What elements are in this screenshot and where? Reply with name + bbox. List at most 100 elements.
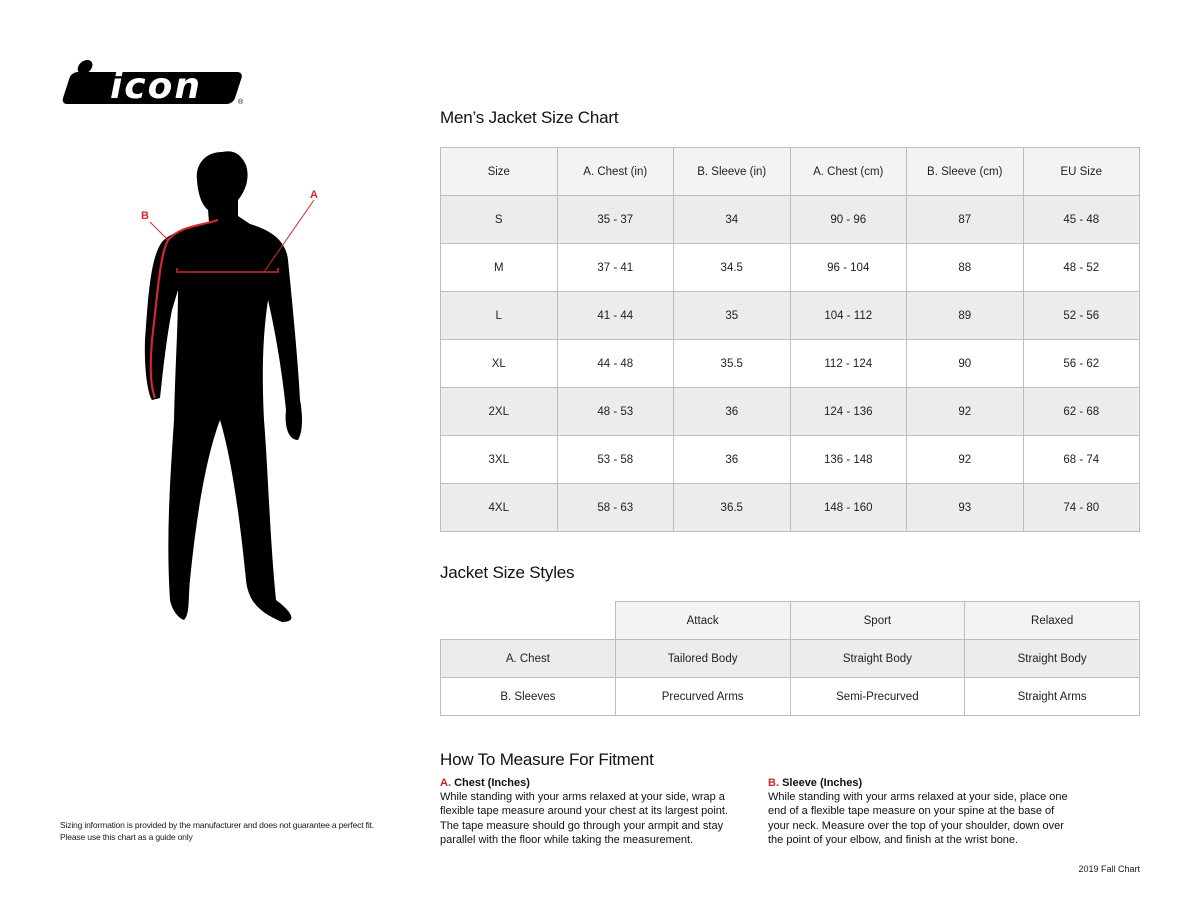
disclaimer-line: Please use this chart as a guide only: [60, 832, 193, 842]
chest-letter: A.: [440, 777, 451, 789]
size-chart-title: Men’s Jacket Size Chart: [440, 108, 619, 127]
table-cell: 89: [906, 291, 1024, 340]
table-cell: 52 - 56: [1022, 291, 1140, 340]
chest-line: flexible tape measure around your chest …: [440, 805, 728, 818]
table-cell: 44 - 48: [556, 339, 674, 388]
icon-logo: icon ®: [62, 60, 244, 107]
table-header-row: Size A. Chest (in) B. Sleeve (in) A. Che…: [440, 147, 1140, 196]
table-row: L 41 - 44 35 104 - 112 89 52 - 56: [440, 291, 1140, 340]
table-cell: Straight Arms: [964, 677, 1140, 716]
table-cell: 136 - 148: [789, 435, 907, 484]
table-cell: 124 - 136: [789, 387, 907, 436]
table-cell: Straight Body: [964, 639, 1140, 678]
sleeve-instructions: B. Sleeve (Inches) While standing with y…: [768, 776, 1098, 847]
size-cell: L: [440, 291, 558, 340]
size-cell: 4XL: [440, 483, 558, 532]
label-a: A: [310, 189, 318, 201]
table-cell: Tailored Body: [614, 639, 791, 678]
body-silhouette-figure: A B: [141, 151, 318, 622]
sleeve-letter: B.: [768, 777, 779, 789]
table-cell: 34: [673, 195, 791, 244]
table-cell: 41 - 44: [556, 291, 674, 340]
table-cell: 48 - 52: [1022, 243, 1140, 292]
table-row: 3XL 53 - 58 36 136 - 148 92 68 - 74: [440, 435, 1140, 484]
table-cell: Precurved Arms: [614, 677, 791, 716]
table-cell: 112 - 124: [789, 339, 907, 388]
header-cell-empty: [440, 601, 616, 640]
header-cell: Sport: [789, 601, 966, 640]
table-cell: 58 - 63: [556, 483, 674, 532]
sleeve-line: the point of your elbow, and finish at t…: [768, 833, 1019, 846]
table-cell: 92: [906, 435, 1024, 484]
table-cell: 90: [906, 339, 1024, 388]
table-cell: 92: [906, 387, 1024, 436]
size-chart-table: Size A. Chest (in) B. Sleeve (in) A. Che…: [440, 147, 1140, 532]
table-cell: 93: [906, 483, 1024, 532]
table-header-row: Attack Sport Relaxed: [440, 601, 1140, 640]
styles-title: Jacket Size Styles: [440, 563, 575, 582]
header-cell: A. Chest (in): [556, 147, 674, 196]
disclaimer: Sizing information is provided by the ma…: [60, 819, 374, 843]
table-cell: 148 - 160: [789, 483, 907, 532]
table-row: A. Chest Tailored Body Straight Body Str…: [440, 639, 1140, 678]
header-cell: Attack: [614, 601, 791, 640]
row-label: A. Chest: [440, 639, 616, 678]
table-cell: 90 - 96: [789, 195, 907, 244]
footer-edition: 2019 Fall Chart: [1078, 864, 1140, 874]
styles-table: Attack Sport Relaxed A. Chest Tailored B…: [440, 601, 1140, 716]
sleeve-pointer-line: [149, 221, 169, 241]
table-cell: 104 - 112: [789, 291, 907, 340]
table-row: 4XL 58 - 63 36.5 148 - 160 93 74 - 80: [440, 483, 1140, 532]
table-cell: 35 - 37: [556, 195, 674, 244]
table-cell: 36.5: [673, 483, 791, 532]
table-cell: 37 - 41: [556, 243, 674, 292]
table-row: XL 44 - 48 35.5 112 - 124 90 56 - 62: [440, 339, 1140, 388]
chest-line: While standing with your arms relaxed at…: [440, 791, 725, 804]
table-cell: 48 - 53: [556, 387, 674, 436]
table-cell: 35.5: [673, 339, 791, 388]
size-cell: 2XL: [440, 387, 558, 436]
header-cell: A. Chest (cm): [789, 147, 907, 196]
table-cell: Straight Body: [789, 639, 966, 678]
logo-mark: ®: [238, 98, 244, 106]
size-cell: M: [440, 243, 558, 292]
chest-measure-line: [176, 268, 279, 273]
header-cell: EU Size: [1022, 147, 1140, 196]
table-cell: 88: [906, 243, 1024, 292]
table-cell: 36: [673, 387, 791, 436]
logo-text: icon: [110, 66, 202, 107]
sleeve-line: your neck. Measure over the top of your …: [768, 819, 1064, 832]
size-cell: XL: [440, 339, 558, 388]
chest-line: parallel with the floor while taking the…: [440, 833, 694, 846]
table-cell: 34.5: [673, 243, 791, 292]
table-cell: 87: [906, 195, 1024, 244]
table-row: B. Sleeves Precurved Arms Semi-Precurved…: [440, 677, 1140, 716]
header-cell: Relaxed: [964, 601, 1140, 640]
chest-heading: Chest (Inches): [454, 777, 530, 789]
header-cell: Size: [440, 147, 558, 196]
sleeve-line: While standing with your arms relaxed at…: [768, 791, 1068, 804]
table-row: S 35 - 37 34 90 - 96 87 45 - 48: [440, 195, 1140, 244]
row-label: B. Sleeves: [440, 677, 616, 716]
table-row: 2XL 48 - 53 36 124 - 136 92 62 - 68: [440, 387, 1140, 436]
header-cell: B. Sleeve (in): [673, 147, 791, 196]
table-cell: 96 - 104: [789, 243, 907, 292]
table-cell: 56 - 62: [1022, 339, 1140, 388]
label-b: B: [141, 210, 149, 222]
table-cell: 35: [673, 291, 791, 340]
table-cell: 45 - 48: [1022, 195, 1140, 244]
header-cell: B. Sleeve (cm): [906, 147, 1024, 196]
sleeve-line: end of a flexible tape measure on your s…: [768, 805, 1055, 818]
table-cell: 74 - 80: [1022, 483, 1140, 532]
measure-title: How To Measure For Fitment: [440, 750, 654, 769]
sleeve-heading: Sleeve (Inches): [782, 777, 863, 789]
size-cell: S: [440, 195, 558, 244]
table-cell: 36: [673, 435, 791, 484]
chest-pointer-line: [263, 199, 315, 273]
chest-instructions: A. Chest (Inches) While standing with yo…: [440, 776, 760, 847]
sleeve-measure-line: [149, 218, 219, 399]
table-cell: 62 - 68: [1022, 387, 1140, 436]
table-row: M 37 - 41 34.5 96 - 104 88 48 - 52: [440, 243, 1140, 292]
table-cell: Semi-Precurved: [789, 677, 966, 716]
disclaimer-line: Sizing information is provided by the ma…: [60, 820, 374, 830]
